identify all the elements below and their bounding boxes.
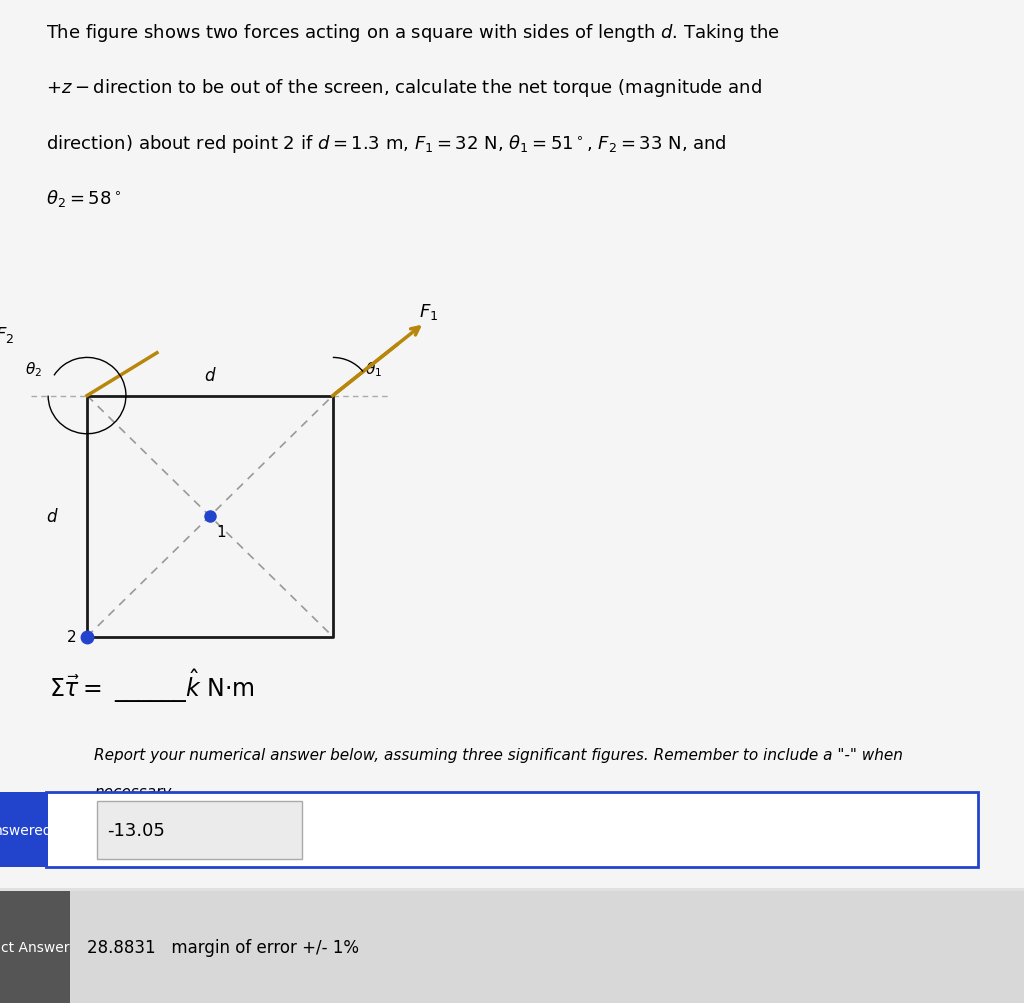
Text: 28.8831   margin of error +/- 1%: 28.8831 margin of error +/- 1% bbox=[87, 938, 359, 956]
Bar bbox=[46, 792, 978, 868]
Text: Report your numerical answer below, assuming three significant figures. Remember: Report your numerical answer below, assu… bbox=[94, 747, 903, 762]
Text: $+z-$direction to be out of the screen, calculate the net torque (magnitude and: $+z-$direction to be out of the screen, … bbox=[46, 77, 762, 99]
Text: $\Sigma\vec{\tau} = $ ______$\hat{k}$ N$\cdot$m: $\Sigma\vec{\tau} = $ ______$\hat{k}$ N$… bbox=[49, 667, 255, 704]
Text: nswered: nswered bbox=[0, 823, 53, 838]
Bar bbox=[0, 0, 1024, 888]
Text: -13.05: -13.05 bbox=[108, 821, 166, 840]
Bar bbox=[0, 792, 48, 868]
Text: ct Answer: ct Answer bbox=[1, 940, 69, 954]
Text: 2: 2 bbox=[67, 629, 76, 644]
Text: $\theta_2$: $\theta_2$ bbox=[26, 359, 42, 378]
Text: $F_2$: $F_2$ bbox=[0, 325, 14, 345]
Text: The figure shows two forces acting on a square with sides of length $d$. Taking : The figure shows two forces acting on a … bbox=[46, 22, 780, 44]
Text: $d$: $d$ bbox=[204, 366, 216, 384]
Text: $F_1$: $F_1$ bbox=[419, 302, 438, 322]
Text: 1: 1 bbox=[216, 525, 225, 540]
Text: $\theta_1$: $\theta_1$ bbox=[366, 359, 382, 378]
Bar bbox=[97, 801, 302, 860]
Text: $d$: $d$ bbox=[46, 508, 58, 526]
Text: necessary.: necessary. bbox=[94, 784, 175, 799]
Text: $\theta_2 = 58^\circ$: $\theta_2 = 58^\circ$ bbox=[46, 188, 121, 209]
Bar bbox=[0, 891, 1024, 1003]
Text: direction) about red point 2 if $d = 1.3$ m, $F_1 = 32$ N, $\theta_1 = 51^\circ$: direction) about red point 2 if $d = 1.3… bbox=[46, 132, 727, 154]
Bar bbox=[0, 891, 70, 1003]
